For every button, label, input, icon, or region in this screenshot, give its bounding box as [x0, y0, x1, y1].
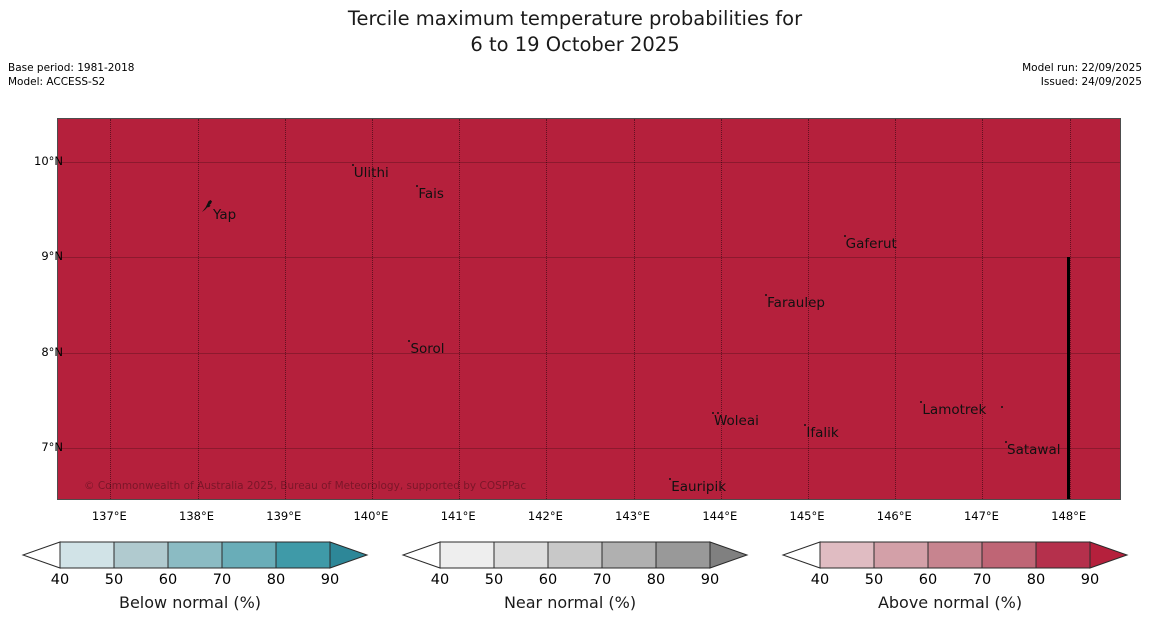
place-marker-dot: [716, 412, 719, 415]
longitude-tick-label: 140°E: [353, 509, 389, 523]
gridline-longitude: [284, 119, 286, 499]
latitude-tick-label: 8°N: [41, 344, 63, 359]
gridline-longitude: [1069, 119, 1071, 499]
colorbar-0: 40 50 60 70 80 90 Below normal (%): [5, 536, 375, 636]
gridline-longitude: [982, 119, 984, 499]
colorbar-tick-label: 40: [430, 572, 450, 588]
place-label: Ulithi: [353, 164, 389, 181]
place-label: Woleai: [713, 413, 759, 430]
longitude-tick-label: 146°E: [876, 509, 912, 523]
latitude-tick-label: 7°N: [41, 440, 63, 455]
page-title: Tercile maximum temperature probabilitie…: [347, 7, 803, 56]
colorbar-gradient-1: [401, 541, 749, 569]
longitude-tick-label: 143°E: [615, 509, 651, 523]
metadata-right: Model run: 22/09/2025 Issued: 24/09/2025: [1022, 62, 1142, 89]
colorbar-ticks-0: 40 50 60 70 80 90: [5, 572, 375, 592]
latitude-tick-label: 9°N: [41, 249, 63, 264]
model-text: Model: ACCESS-S2: [8, 75, 106, 88]
place-marker-dot: [408, 339, 411, 342]
colorbar-ticks-2: 40 50 60 70 80 90: [765, 572, 1135, 592]
gridline-longitude: [110, 119, 112, 499]
map-plot-area: Yap Ulithi Fais Sorol Gaferut Faraulep Woleai I…: [57, 118, 1121, 500]
colorbar-1: 40 50 60 70 80 90 Near normal (%): [385, 536, 755, 636]
gridline-latitude: [58, 161, 1120, 163]
colorbar-2: 40 50 60 70 80 90 Above normal (%): [765, 536, 1135, 636]
colorbar-title: Below normal (%): [118, 593, 262, 612]
colorbar-tick-label: 60: [158, 572, 178, 588]
longitude-tick-label: 138°E: [179, 509, 215, 523]
place-label: Satawal: [1007, 441, 1061, 458]
place-marker-dot: [920, 400, 923, 403]
colorbar-tick-label: 90: [320, 572, 340, 588]
colorbar-tick-label: 70: [592, 572, 612, 588]
gridline-longitude: [197, 119, 199, 499]
colorbar-tick-label: 70: [212, 572, 232, 588]
place-marker-dot: [711, 412, 714, 415]
colorbar-ticks-1: 40 50 60 70 80 90: [385, 572, 755, 592]
colorbar-tick-label: 50: [484, 572, 504, 588]
colorbar-tick-label: 50: [864, 572, 884, 588]
longitude-tick-label: 144°E: [702, 509, 738, 523]
map-credit-text: © Commonwealth of Australia 2025, Bureau…: [84, 480, 527, 492]
place-marker-dot: [669, 478, 672, 481]
colorbar-tick-label: 90: [700, 572, 720, 588]
issued-text: Issued: 24/09/2025: [1040, 75, 1142, 88]
longitude-tick-label: 139°E: [266, 509, 302, 523]
place-label: Faraulep: [767, 294, 825, 311]
colorbar-tick-label: 80: [1026, 572, 1046, 588]
place-marker-dot: [843, 234, 846, 237]
gridline-longitude: [546, 119, 548, 499]
place-marker-dot: [416, 184, 419, 187]
longitude-tick-label: 142°E: [527, 509, 563, 523]
gridline-longitude: [895, 119, 897, 499]
colorbar-tick-label: 80: [266, 572, 286, 588]
place-marker-dot: [765, 293, 768, 296]
longitude-tick-label: 147°E: [963, 509, 999, 523]
colorbar-title: Above normal (%): [877, 593, 1023, 612]
colorbar-gradient-2: [781, 541, 1129, 569]
place-marker-dot: [1005, 440, 1007, 443]
gridline-latitude: [58, 352, 1120, 354]
gridline-longitude: [808, 119, 810, 499]
longitude-tick-label: 148°E: [1051, 509, 1087, 523]
place-marker-dot: [804, 423, 807, 426]
place-label: Gaferut: [845, 235, 897, 252]
longitude-tick-label: 145°E: [789, 509, 825, 523]
place-label: Eauripik: [671, 479, 727, 496]
place-label: Sorol: [410, 340, 445, 357]
island-shape-icon: [202, 199, 212, 212]
base-period-text: Base period: 1981-2018: [8, 62, 135, 74]
metadata-left: Base period: 1981-2018 Model: ACCESS-S2: [8, 62, 134, 89]
gridline-longitude: [459, 119, 461, 499]
place-marker-dot: [1001, 405, 1004, 408]
coastline-segment: [1066, 257, 1070, 499]
place-label: Ifalik: [806, 424, 839, 441]
place-label: Yap: [213, 206, 237, 223]
model-run-text: Model run: 22/09/2025: [1022, 62, 1142, 74]
gridline-latitude: [58, 257, 1120, 259]
colorbar-tick-label: 40: [50, 572, 70, 588]
gridline-latitude: [58, 448, 1120, 450]
latitude-tick-label: 10°N: [34, 153, 63, 168]
gridline-longitude: [633, 119, 635, 499]
longitude-tick-label: 137°E: [91, 509, 127, 523]
gridline-longitude: [720, 119, 722, 499]
gridline-longitude: [371, 119, 373, 499]
colorbar-tick-label: 40: [810, 572, 830, 588]
colorbar-tick-label: 60: [538, 572, 558, 588]
longitude-tick-label: 141°E: [440, 509, 476, 523]
colorbar-tick-label: 90: [1080, 572, 1100, 588]
colorbar-tick-label: 80: [646, 572, 666, 588]
colorbar-tick-label: 50: [104, 572, 124, 588]
place-label: Lamotrek: [922, 401, 987, 418]
colorbar-tick-label: 60: [918, 572, 938, 588]
place-label: Fais: [418, 185, 444, 202]
colorbar-title: Near normal (%): [503, 593, 637, 612]
colorbar-tick-label: 70: [972, 572, 992, 588]
colorbar-gradient-0: [21, 541, 369, 569]
place-marker-dot: [351, 163, 354, 166]
